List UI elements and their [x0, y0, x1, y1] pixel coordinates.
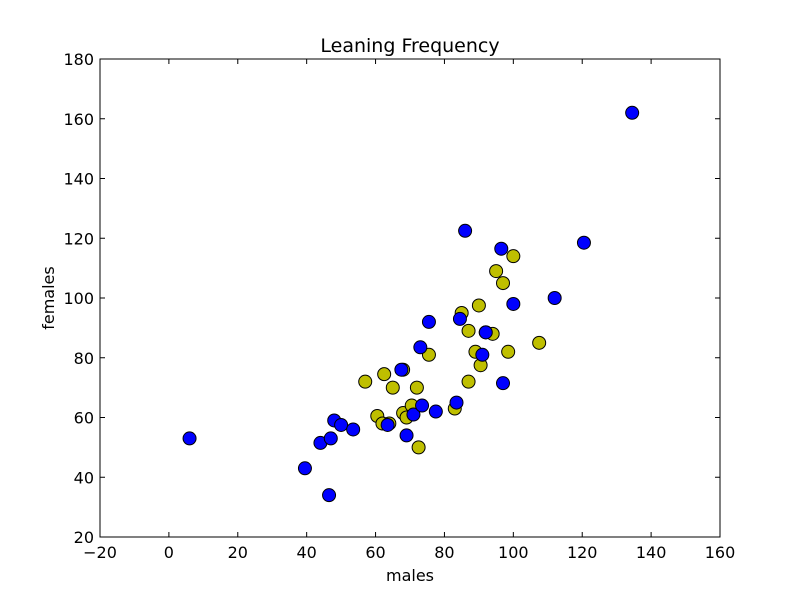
- y-tick-label: 140: [63, 170, 94, 189]
- x-tick-label: 40: [296, 543, 316, 562]
- x-axis-label: males: [386, 566, 434, 585]
- blue-point: [506, 296, 521, 311]
- blue-point: [334, 417, 349, 432]
- blue-point: [547, 291, 562, 305]
- y-tick-label: 40: [74, 468, 94, 487]
- x-tick-label: 80: [434, 543, 454, 562]
- blue-point: [415, 398, 430, 413]
- chart-title: Leaning Frequency: [320, 35, 499, 57]
- blue-point: [576, 235, 591, 250]
- blue-point: [322, 488, 337, 503]
- plot-frame: [99, 58, 721, 538]
- x-tick-label: 160: [705, 543, 736, 562]
- yellow-point: [532, 335, 547, 350]
- x-tick-label: 120: [567, 543, 598, 562]
- blue-point: [625, 105, 640, 120]
- blue-point: [496, 376, 510, 391]
- blue-point: [346, 422, 361, 437]
- yellow-point: [489, 264, 504, 279]
- yellow-point: [358, 374, 373, 389]
- x-tick-label: 100: [498, 543, 529, 562]
- y-tick-label: 100: [63, 289, 94, 308]
- yellow-point: [501, 344, 516, 359]
- blue-point: [394, 362, 409, 377]
- blue-point: [475, 347, 490, 362]
- yellow-point: [506, 249, 521, 264]
- y-tick-label: 60: [74, 409, 94, 428]
- blue-point: [452, 311, 467, 326]
- y-axis-label: females: [39, 266, 58, 330]
- blue-point: [449, 395, 464, 410]
- x-tick-label: 20: [228, 543, 248, 562]
- yellow-point: [409, 380, 424, 395]
- blue-point: [421, 314, 436, 329]
- y-tick-label: 80: [74, 349, 94, 368]
- x-tick-label: 140: [636, 543, 667, 562]
- y-tick-label: 160: [63, 110, 94, 129]
- yellow-point: [461, 374, 476, 389]
- blue-point: [297, 461, 312, 476]
- blue-point: [494, 241, 509, 256]
- yellow-point: [471, 298, 486, 313]
- blue-point: [323, 431, 338, 446]
- x-tick-label: 0: [164, 543, 174, 562]
- blue-point: [182, 431, 197, 446]
- yellow-point: [496, 276, 510, 291]
- y-tick-label: 180: [63, 50, 94, 69]
- blue-point: [478, 325, 493, 340]
- y-tick-label: 120: [63, 229, 94, 248]
- yellow-point: [411, 440, 426, 455]
- yellow-point: [461, 323, 476, 338]
- x-tick-label: 60: [365, 543, 385, 562]
- x-tick-label: −20: [83, 543, 117, 562]
- y-tick-label: 20: [74, 528, 94, 547]
- yellow-point: [385, 380, 400, 395]
- blue-point: [458, 223, 473, 238]
- blue-point: [380, 417, 395, 432]
- blue-point: [428, 404, 443, 419]
- blue-point: [413, 340, 428, 355]
- blue-point: [399, 428, 414, 443]
- yellow-point: [377, 367, 392, 382]
- blue-point: [406, 407, 421, 422]
